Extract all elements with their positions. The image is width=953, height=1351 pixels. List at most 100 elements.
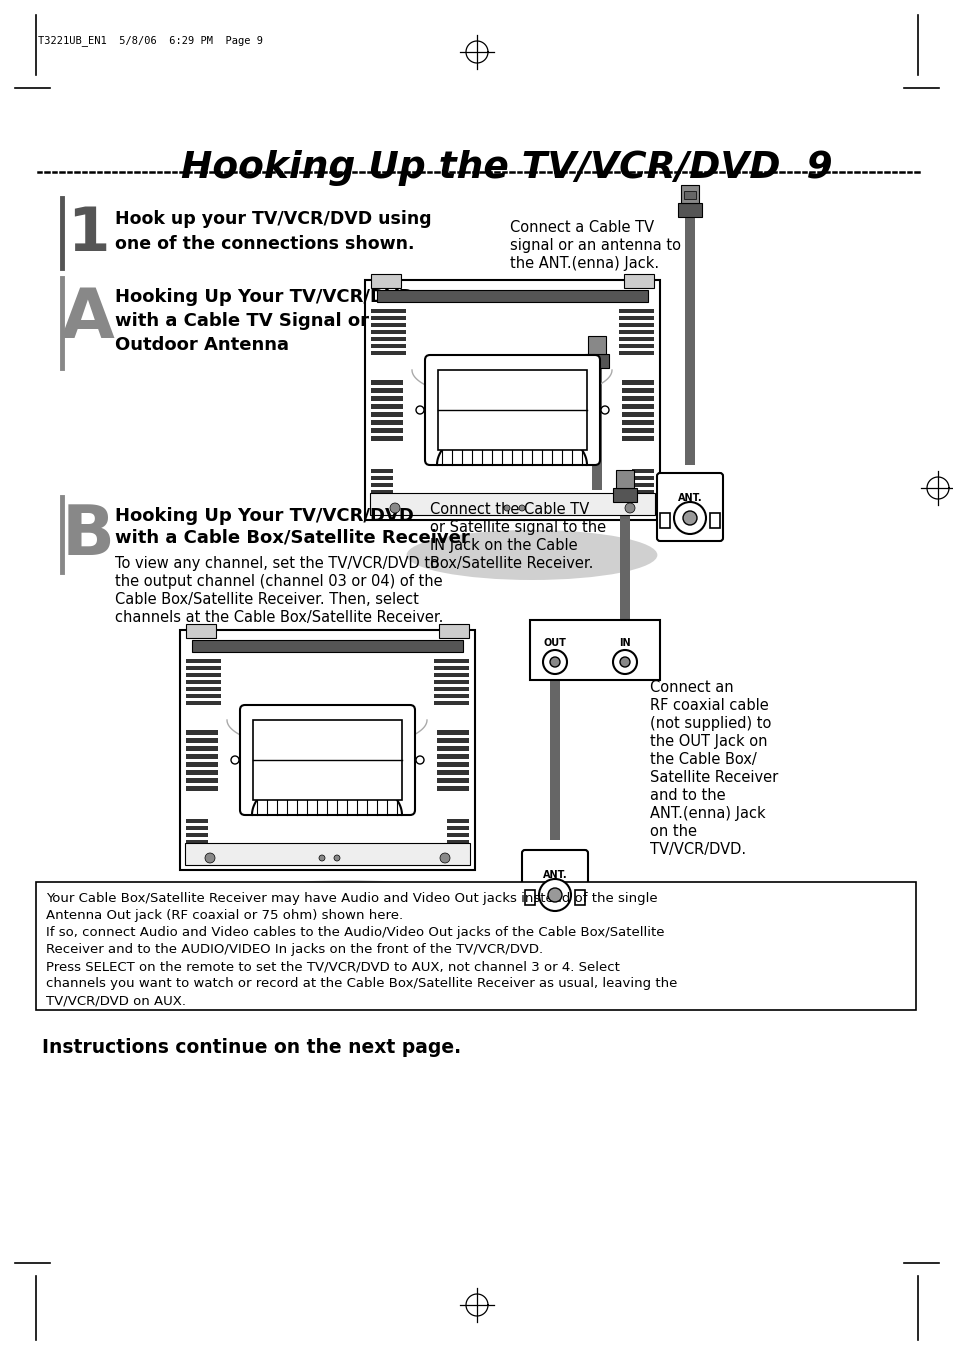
Text: signal or an antenna to: signal or an antenna to <box>510 238 680 253</box>
Bar <box>619 490 629 620</box>
Circle shape <box>318 855 325 861</box>
Circle shape <box>547 888 561 902</box>
Text: (not supplied) to: (not supplied) to <box>649 716 771 731</box>
Text: one of the connections shown.: one of the connections shown. <box>115 235 414 253</box>
Bar <box>618 323 654 327</box>
Bar <box>371 330 406 334</box>
Circle shape <box>518 505 524 511</box>
Text: or Satellite signal to the: or Satellite signal to the <box>430 520 605 535</box>
Bar <box>370 493 655 515</box>
Bar <box>371 316 406 320</box>
Text: Connect a Cable TV: Connect a Cable TV <box>510 220 654 235</box>
Text: 1: 1 <box>67 205 110 263</box>
Bar <box>186 659 221 663</box>
Text: TV/VCR/DVD.: TV/VCR/DVD. <box>649 842 745 857</box>
Text: Cable Box/Satellite Receiver. Then, select: Cable Box/Satellite Receiver. Then, sele… <box>115 592 418 607</box>
Text: ANT.: ANT. <box>677 493 701 503</box>
Bar <box>186 840 208 844</box>
Ellipse shape <box>221 880 472 929</box>
Bar <box>709 513 720 528</box>
Bar <box>623 274 654 288</box>
Text: Press SELECT on the remote to set the TV/VCR/DVD to AUX, not channel 3 or 4. Sel: Press SELECT on the remote to set the TV… <box>46 961 619 973</box>
Bar <box>371 309 406 313</box>
Bar <box>371 412 402 417</box>
Bar <box>186 701 221 705</box>
Bar <box>186 754 218 759</box>
Bar <box>621 428 654 434</box>
Bar <box>437 370 586 450</box>
Text: Your Cable Box/Satellite Receiver may have Audio and Video Out jacks instead of : Your Cable Box/Satellite Receiver may ha… <box>46 892 657 905</box>
Bar <box>587 336 605 354</box>
Text: Hooking Up Your TV/VCR/DVD: Hooking Up Your TV/VCR/DVD <box>115 288 414 305</box>
Bar <box>186 694 221 698</box>
Bar <box>371 274 400 288</box>
Bar <box>621 412 654 417</box>
Text: channels you want to watch or record at the Cable Box/Satellite Receiver as usua: channels you want to watch or record at … <box>46 977 677 990</box>
Text: the Cable Box/: the Cable Box/ <box>649 753 756 767</box>
Circle shape <box>416 757 423 765</box>
Text: Receiver and to the AUDIO/VIDEO In jacks on the front of the TV/VCR/DVD.: Receiver and to the AUDIO/VIDEO In jacks… <box>46 943 542 957</box>
Text: with a Cable Box/Satellite Receiver: with a Cable Box/Satellite Receiver <box>115 530 469 547</box>
Text: Outdoor Antenna: Outdoor Antenna <box>115 336 289 354</box>
Text: A: A <box>61 285 114 353</box>
FancyBboxPatch shape <box>657 473 722 540</box>
Bar <box>365 280 659 520</box>
Bar <box>36 882 915 1011</box>
Circle shape <box>673 503 705 534</box>
FancyBboxPatch shape <box>521 850 587 917</box>
Circle shape <box>600 407 608 413</box>
Text: To view any channel, set the TV/VCR/DVD to: To view any channel, set the TV/VCR/DVD … <box>115 557 438 571</box>
Bar <box>618 351 654 355</box>
Bar <box>371 428 402 434</box>
Bar <box>371 490 393 494</box>
Text: Box/Satellite Receiver.: Box/Satellite Receiver. <box>430 557 593 571</box>
Bar <box>186 834 208 838</box>
Text: Connect the Cable TV: Connect the Cable TV <box>430 503 589 517</box>
Bar <box>621 380 654 385</box>
Circle shape <box>538 880 571 911</box>
Bar <box>618 336 654 340</box>
Bar <box>631 484 654 486</box>
Bar <box>684 195 695 465</box>
Bar <box>434 666 469 670</box>
Circle shape <box>503 505 510 511</box>
Bar <box>371 388 402 393</box>
Bar <box>447 819 469 823</box>
Bar <box>592 359 601 490</box>
Bar <box>447 840 469 844</box>
Bar <box>613 488 637 503</box>
Bar <box>186 825 208 830</box>
Bar <box>186 762 218 767</box>
Bar <box>186 730 218 735</box>
Circle shape <box>416 407 423 413</box>
Bar <box>618 309 654 313</box>
FancyBboxPatch shape <box>424 355 599 465</box>
Text: IN Jack on the Cable: IN Jack on the Cable <box>430 538 577 553</box>
Bar <box>618 316 654 320</box>
Bar <box>436 738 469 743</box>
Text: Hook up your TV/VCR/DVD using: Hook up your TV/VCR/DVD using <box>115 209 431 228</box>
Bar <box>434 659 469 663</box>
Circle shape <box>550 657 559 667</box>
Bar <box>253 720 401 800</box>
Bar <box>436 746 469 751</box>
Text: IN: IN <box>618 638 630 648</box>
Text: the OUT Jack on: the OUT Jack on <box>649 734 767 748</box>
Bar <box>438 624 469 638</box>
Bar <box>371 404 402 409</box>
Bar <box>186 819 208 823</box>
Text: on the: on the <box>649 824 697 839</box>
Bar <box>659 513 669 528</box>
Bar <box>371 396 402 401</box>
Circle shape <box>390 503 399 513</box>
Bar <box>186 770 218 775</box>
Circle shape <box>624 503 635 513</box>
Text: Instructions continue on the next page.: Instructions continue on the next page. <box>42 1038 460 1056</box>
Circle shape <box>439 852 450 863</box>
Bar <box>185 843 470 865</box>
Bar <box>683 190 696 199</box>
Text: channels at the Cable Box/Satellite Receiver.: channels at the Cable Box/Satellite Rece… <box>115 611 443 626</box>
Bar <box>631 476 654 480</box>
Bar <box>680 185 699 203</box>
Text: RF coaxial cable: RF coaxial cable <box>649 698 768 713</box>
